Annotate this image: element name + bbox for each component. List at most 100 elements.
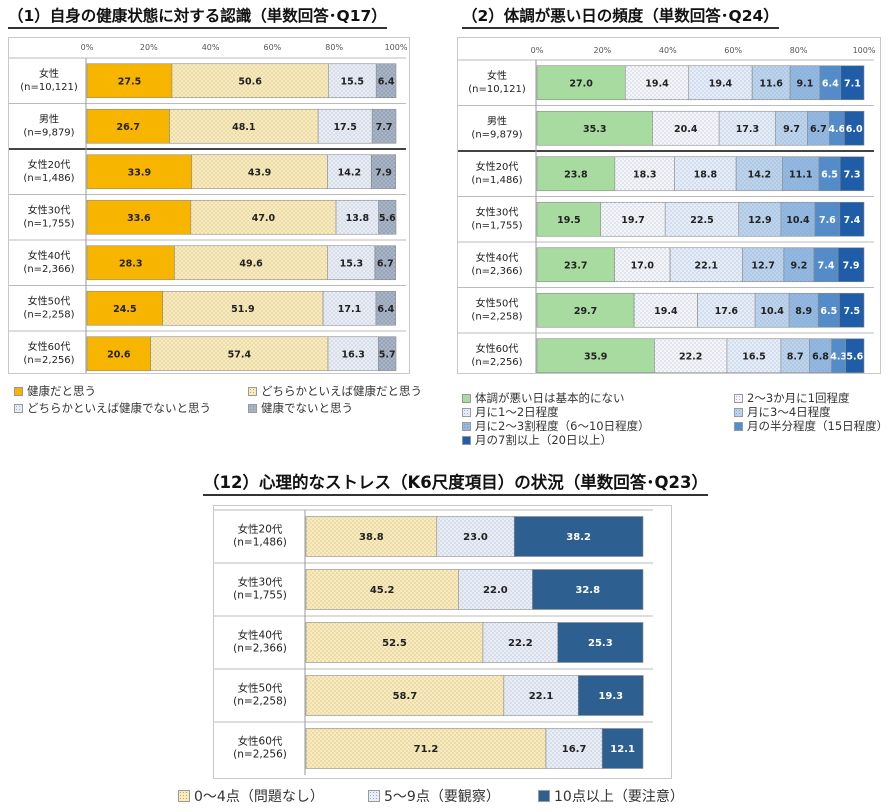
- c3-bar-segment: [305, 569, 459, 610]
- c3-data-label: 19.3: [598, 691, 623, 702]
- c1-data-label: 6.4: [377, 304, 394, 315]
- c2-legend-item: 月の半分程度（15日程度）: [734, 418, 888, 434]
- c2-legend-swatch: [734, 393, 743, 403]
- c2-bar-segment: [754, 292, 790, 328]
- c2-bar-segment: [844, 110, 865, 146]
- c2-data-label: 8.9: [795, 306, 812, 317]
- c2-category-label: 女性: [487, 69, 507, 82]
- c1-bar-segment: [370, 154, 396, 190]
- c2-category-n-label: (n=2,258): [471, 311, 522, 322]
- c2-data-label: 22.5: [690, 215, 713, 226]
- c2-data-label: 17.0: [631, 260, 655, 271]
- c2-bar-segment: [840, 65, 865, 101]
- chart2-svg: 0% 20% 40% 60% 80% 100% 女性 (n=10,121) 27.0 19.4 19…: [458, 46, 876, 379]
- c2-bar-segment: [624, 65, 690, 101]
- c1-bar-segment: [375, 290, 396, 326]
- c3-legend-swatch: [538, 790, 550, 802]
- c2-data-label: 7.3: [844, 169, 861, 180]
- c2-legend-swatch: [734, 421, 743, 431]
- c2-data-label: 22.1: [694, 260, 717, 271]
- c1-tick-label: 60%: [264, 43, 282, 52]
- c2-legend-label: 月に3～4日程度: [747, 405, 831, 419]
- chart1-legend: 健康だと思う どちらかといえば健康だと思う どちらかといえば健康でないと思う 健康でな…: [14, 383, 434, 423]
- c1-bar-segment: [86, 63, 173, 99]
- c2-data-label: 11.6: [759, 78, 783, 89]
- c3-data-label: 22.0: [483, 585, 508, 596]
- chart3-frame: 女性20代 (n=1,486) 38.8 23.0 38.2 女性30代 (n=1,755)…: [213, 505, 672, 779]
- c2-bar-segment: [536, 338, 655, 374]
- c3-category-n-label: (n=2,258): [233, 696, 287, 708]
- c2-data-label: 8.7: [787, 351, 804, 362]
- c2-bar-segment: [652, 110, 720, 146]
- c2-tick-label: 40%: [659, 46, 677, 55]
- c2-data-label: 27.0: [569, 78, 593, 89]
- c2-legend-item: 2～3か月に1回程度: [734, 390, 849, 406]
- c1-data-label: 16.3: [341, 349, 364, 360]
- chart3-legend: 0～4点（問題なし） 5～9点（要観察） 10点以上（要注意）: [178, 786, 738, 808]
- chart2-title: （2）体調が悪い日の頻度（単数回答･Q24）: [462, 4, 779, 29]
- c2-data-label: 19.5: [557, 215, 580, 226]
- c3-bar-segment: [305, 675, 505, 716]
- c2-category-n-label: (n=2,366): [471, 266, 522, 277]
- c2-legend-item: 月の7割以上（20日以上）: [462, 432, 612, 448]
- c3-bar-segment: [458, 569, 533, 610]
- c2-bar-segment: [839, 292, 865, 328]
- c2-tick-label: 60%: [724, 46, 742, 55]
- c2-bar-segment: [775, 110, 808, 146]
- c2-data-label: 12.7: [751, 260, 774, 271]
- c1-category-label: 女性60代: [28, 340, 71, 353]
- c2-data-label: 10.4: [786, 215, 810, 226]
- c3-legend-item: 0～4点（問題なし）: [178, 786, 324, 806]
- c2-data-label: 14.2: [748, 169, 771, 180]
- c2-bar-segment: [735, 156, 783, 192]
- c2-category-label: 女性50代: [476, 296, 519, 309]
- c1-data-label: 17.5: [333, 122, 356, 133]
- c2-category-n-label: (n=1,755): [471, 220, 522, 231]
- c2-data-label: 18.8: [694, 169, 718, 180]
- c1-bar-segment: [150, 336, 329, 372]
- c3-data-label: 16.7: [562, 744, 587, 755]
- c3-legend-item: 10点以上（要注意）: [538, 786, 684, 806]
- c2-legend-swatch: [462, 407, 471, 417]
- c2-legend-label: 月に2～3割程度（6～10日程度）: [475, 419, 650, 433]
- c1-bar-segment: [327, 336, 379, 372]
- c2-legend-swatch: [462, 393, 471, 403]
- c2-data-label: 5.6: [846, 351, 863, 362]
- c3-category-label: 女性20代: [238, 523, 283, 536]
- c2-data-label: 29.7: [574, 306, 597, 317]
- c1-data-label: 43.9: [248, 167, 271, 178]
- c1-legend-label: どちらかといえば健康でないと思う: [27, 401, 211, 415]
- c1-legend-item: 健康でないと思う: [248, 400, 353, 416]
- c2-data-label: 20.4: [674, 124, 698, 135]
- c2-data-label: 7.9: [843, 260, 860, 271]
- c2-bar-segment: [726, 338, 782, 374]
- c2-bar-segment: [837, 247, 865, 283]
- c1-legend-swatch: [248, 403, 257, 413]
- c3-legend-label: 0～4点（問題なし）: [194, 789, 324, 805]
- c2-category-n-label: (n=9,879): [471, 129, 522, 140]
- c3-bar-segment: [482, 622, 559, 663]
- c2-data-label: 10.4: [760, 306, 784, 317]
- c2-data-label: 17.6: [715, 306, 739, 317]
- c1-data-label: 47.0: [252, 213, 276, 224]
- c3-bar-segment: [545, 728, 603, 769]
- c2-category-n-label: (n=1,486): [471, 175, 522, 186]
- c2-bar-segment: [751, 65, 791, 101]
- c1-category-label: 女性30代: [28, 203, 71, 216]
- c2-data-label: 4.6: [828, 124, 845, 135]
- c2-category-label: 女性40代: [476, 251, 519, 264]
- c3-data-label: 58.7: [393, 691, 418, 702]
- c2-legend-item: 月に2～3割程度（6～10日程度）: [462, 418, 650, 434]
- c2-data-label: 7.6: [819, 215, 836, 226]
- c2-category-label: 女性20代: [476, 160, 519, 173]
- c1-category-label: 女性: [39, 67, 59, 80]
- c2-legend-label: 月の7割以上（20日以上）: [475, 433, 612, 447]
- c3-bar-segment: [532, 569, 644, 610]
- c2-bar-segment: [839, 156, 865, 192]
- c2-tick-label: 80%: [790, 46, 808, 55]
- c1-category-label: 男性: [39, 112, 59, 125]
- c1-tick-label: 80%: [325, 43, 343, 52]
- c1-bar-segment: [86, 154, 193, 190]
- c2-legend-label: 月の半分程度（15日程度）: [747, 419, 888, 433]
- c2-data-label: 11.1: [789, 169, 812, 180]
